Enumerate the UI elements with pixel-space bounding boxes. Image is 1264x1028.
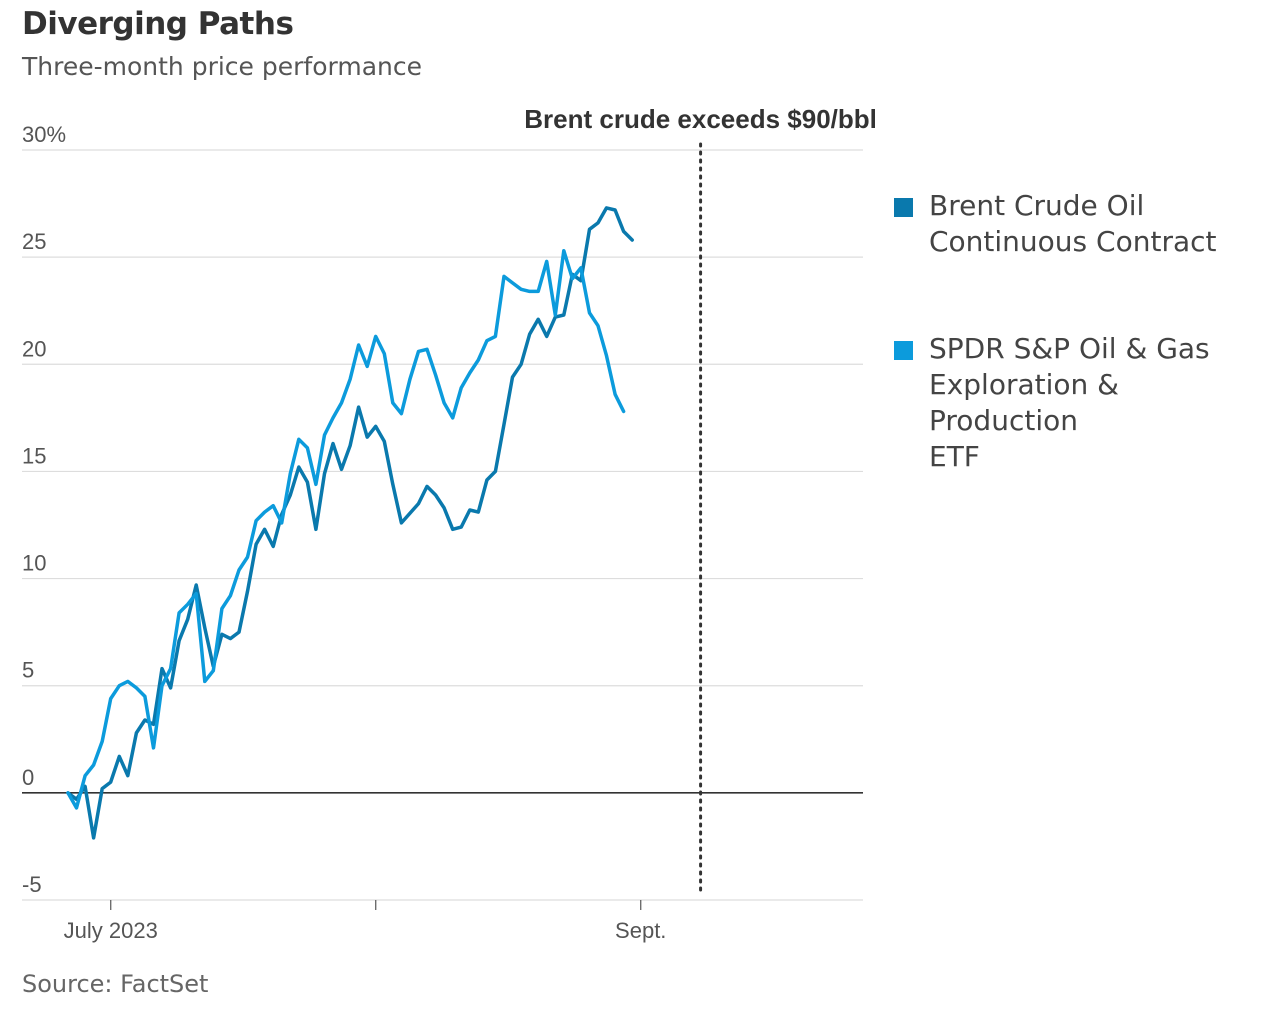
legend-item-brent: Brent Crude Oil Continuous Contract (894, 188, 1264, 260)
x-tick-label: Sept. (615, 918, 666, 943)
x-axis-ticks: July 2023 Sept. (64, 900, 666, 943)
legend-swatch-brent (894, 198, 913, 217)
y-tick-label: 15 (22, 443, 46, 468)
legend-label-brent-line-1: Brent Crude Oil (929, 189, 1145, 222)
y-tick-label: 0 (22, 765, 34, 790)
legend-label-etf: SPDR S&P Oil & Gas Exploration & Product… (894, 331, 1264, 475)
annotation: Brent crude exceeds $90/bbl (524, 104, 877, 898)
chart-subtitle: Three-month price performance (22, 52, 422, 81)
y-tick-label: 30% (22, 122, 66, 147)
y-tick-label: 25 (22, 229, 46, 254)
series-lines (66, 206, 634, 840)
series-line-etf (66, 248, 626, 810)
legend-item-etf: SPDR S&P Oil & Gas Exploration & Product… (894, 331, 1264, 475)
y-tick-label: 10 (22, 551, 46, 576)
source-note: Source: FactSet (22, 970, 209, 998)
y-tick-label: 20 (22, 336, 46, 361)
x-tick-label: July 2023 (64, 918, 158, 943)
chart-title: Diverging Paths (22, 6, 294, 42)
legend-label-etf-line-3: ETF (929, 440, 980, 473)
legend-label-brent-line-2: Continuous Contract (929, 225, 1217, 258)
y-tick-label: 5 (22, 658, 34, 683)
legend-swatch-etf (894, 341, 913, 360)
legend-label-brent: Brent Crude Oil Continuous Contract (894, 188, 1264, 260)
annotation-label: Brent crude exceeds $90/bbl (524, 104, 877, 134)
legend-label-etf-line-1: SPDR S&P Oil & Gas (929, 332, 1210, 365)
y-tick-label: -5 (22, 872, 42, 897)
gridlines (22, 149, 863, 901)
series-line-brent (66, 206, 634, 840)
legend-label-etf-line-2: Exploration & Production (929, 368, 1119, 437)
y-axis-ticks: 30% 25 20 15 10 5 0 -5 (22, 122, 66, 897)
